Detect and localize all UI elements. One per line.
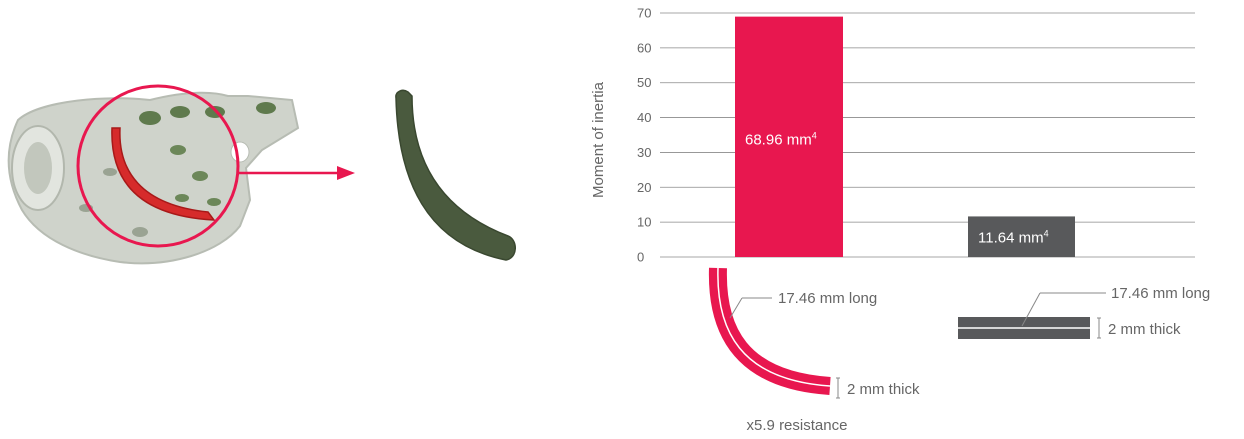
bar-value-text: 11.64 mm — [978, 229, 1044, 246]
curved-section-icon — [395, 89, 516, 261]
y-tick-label: 60 — [637, 40, 651, 55]
bar-value-label: 11.64 mm4 — [978, 228, 1049, 246]
curved-profile-diagram — [708, 267, 840, 399]
curved-length-label: 17.46 mm long — [778, 290, 877, 307]
flat-thickness-label: 2 mm thick — [1108, 321, 1181, 338]
y-tick-labels: 0 10 20 30 40 50 60 70 — [637, 6, 651, 265]
bar-1 — [735, 16, 843, 258]
y-tick-label: 40 — [637, 110, 651, 125]
flat-length-label: 17.46 mm long — [1111, 285, 1210, 302]
bar-value-superscript: 4 — [1044, 228, 1049, 238]
y-tick-label: 20 — [637, 180, 651, 195]
y-tick-label: 70 — [637, 6, 651, 21]
bar-2 — [968, 216, 1075, 257]
y-axis-label: Moment of inertia — [590, 81, 607, 198]
bar-value-label: 68.96 mm4 — [745, 131, 817, 149]
curved-thickness-label: 2 mm thick — [847, 381, 920, 398]
implant-plate-icon — [7, 91, 300, 265]
y-tick-label: 50 — [637, 75, 651, 90]
bar-value-superscript: 4 — [812, 131, 817, 141]
resistance-label: x5.9 resistance — [747, 417, 848, 434]
y-tick-label: 0 — [637, 250, 644, 265]
flat-profile-diagram — [958, 292, 1106, 339]
y-tick-label: 30 — [637, 145, 651, 160]
highlight-circle — [76, 84, 240, 248]
y-tick-label: 10 — [637, 215, 651, 230]
arrow-right-icon — [238, 166, 355, 180]
bar-value-text: 68.96 mm — [745, 132, 812, 149]
